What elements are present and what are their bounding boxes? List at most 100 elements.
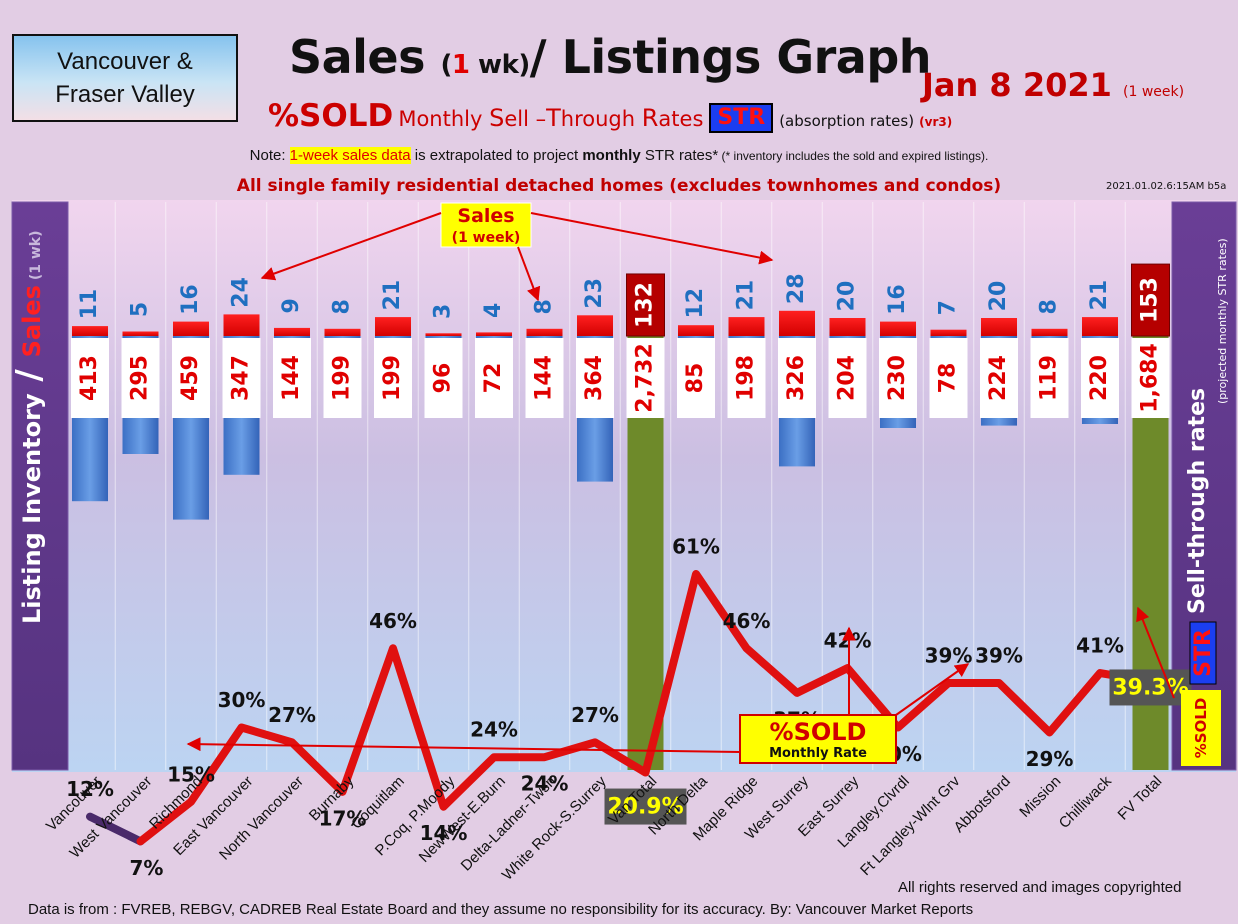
str-label: 7% (130, 856, 164, 880)
sales-label: 132 (633, 282, 658, 328)
inventory-label-bg (71, 338, 109, 418)
str-badge: STR (709, 103, 774, 133)
str-label: 17% (319, 806, 367, 830)
inventory-label: 230 (885, 355, 910, 401)
inventory-label-bg (576, 338, 614, 418)
sales-bar (122, 331, 159, 336)
sales-label: 20 (986, 281, 1011, 312)
inventory-label-bg (222, 338, 261, 418)
title-main: Sales (288, 30, 441, 84)
str-label: 39% (975, 643, 1023, 667)
right-sold-bg (1181, 690, 1221, 766)
str-label: 46% (723, 609, 771, 633)
sales-label: 5 (128, 302, 153, 317)
str-line (136, 570, 1155, 846)
sales-bar (1082, 317, 1118, 336)
inventory-label-bg (1081, 338, 1119, 418)
str-hrough: hrough (560, 107, 642, 131)
sales-arrow (517, 246, 541, 302)
sales-bar (324, 328, 361, 336)
str-ates: ates (658, 107, 704, 131)
inventory-label: 326 (784, 355, 809, 401)
inventory-label-bg (778, 338, 816, 418)
inventory-label: 364 (582, 355, 607, 401)
inventory-label: 199 (330, 355, 355, 401)
timestamp: 2021.01.02.6:15AM b5a (1106, 181, 1227, 192)
inventory-label: 119 (1037, 355, 1062, 401)
vertical-gridlines (64, 202, 1177, 770)
sales-label: 24 (229, 277, 254, 308)
sales-bar (1031, 328, 1068, 336)
inventory-label: 295 (128, 355, 153, 401)
str-label: 24% (470, 718, 518, 742)
right-str-badge-bg (1189, 621, 1217, 685)
report-date: Jan 8 2021 (1 week) (922, 66, 1184, 104)
sales-arrow (530, 212, 774, 265)
source-note: Data is from : FVREB, REBGV, CADREB Real… (28, 901, 974, 918)
sales-label: 8 (330, 299, 355, 314)
str-s: S (489, 104, 505, 132)
left-axis-inventory: Listing Inventory (18, 393, 46, 624)
sales-bar (626, 273, 665, 337)
sales-arrow (260, 212, 442, 281)
inventory-label: 78 (936, 363, 961, 394)
sales-label: 23 (582, 278, 607, 309)
title-one: 1 (451, 50, 470, 80)
rights-note: All rights reserved and images copyright… (898, 879, 1182, 896)
sold-callout-title: %SOLD (770, 718, 867, 746)
inventory-label-bg (677, 338, 715, 418)
left-axis-band (11, 201, 69, 771)
absorption-text: (absorption rates) (779, 112, 915, 130)
inventory-label-bg (475, 338, 513, 418)
inventory-label: 85 (683, 363, 708, 394)
note-bold: monthly (582, 147, 641, 164)
sales-bar (678, 325, 714, 336)
sales-bar (577, 315, 613, 336)
note-highlight: 1-week sales data (289, 147, 411, 164)
note-mid: is extrapolated to project (410, 147, 583, 164)
sold-label: %SOLD (268, 98, 394, 134)
left-axis-slash: / (9, 357, 49, 393)
detached-note: All single family residential detached h… (236, 176, 1002, 196)
inventory-label-bg (929, 338, 968, 418)
str-t: T (546, 104, 561, 132)
sales-label: 4 (481, 303, 506, 318)
inventory-label-bg (121, 338, 160, 418)
sales-bar (1131, 263, 1170, 337)
sales-callout-box (440, 202, 532, 248)
inventory-label: 1,684 (1138, 343, 1163, 413)
inventory-label-bg (980, 338, 1018, 418)
inventory-label-bg (374, 338, 412, 418)
sales-label: 16 (178, 284, 203, 315)
sales-bar (981, 318, 1017, 336)
sales-bar (829, 318, 866, 336)
right-str-badge: STR (1191, 629, 1216, 677)
title-rest: / Listings Graph (529, 30, 932, 84)
sales-label: 8 (532, 299, 557, 314)
sales-callout-title: Sales (457, 205, 514, 227)
page-title: Sales (1 wk)/ Listings Graph (260, 30, 960, 84)
version-tag: (vr3) (919, 115, 953, 129)
sales-label: 12 (683, 288, 708, 319)
inventory-label: 224 (986, 355, 1011, 401)
sales-bar (779, 310, 815, 336)
note-prefix: Note: (249, 147, 290, 164)
inventory-label: 198 (734, 355, 759, 401)
left-axis-wk: (1 wk) (28, 231, 44, 286)
str-r: R (641, 104, 659, 132)
sold-callout-box (739, 714, 897, 764)
sales-bar (880, 321, 916, 336)
date-note: (1 week) (1123, 84, 1185, 100)
str-label: 12% (66, 777, 114, 801)
sales-label: 21 (380, 280, 405, 311)
note-line: Note: 1-week sales data is extrapolated … (0, 147, 1238, 164)
right-axis-sub: (projected monthly STR rates) (1216, 238, 1229, 404)
x-tick-label: Ft Langley-Wlnt Grv (857, 772, 964, 879)
inventory-label-bg (626, 338, 665, 418)
note-footnote: (* inventory includes the sold and expir… (718, 149, 989, 163)
sales-label: 21 (1087, 280, 1112, 311)
title-paren: ( (440, 50, 453, 80)
sales-bar (930, 329, 967, 336)
inventory-label-bg (323, 338, 362, 418)
sales-label: 3 (431, 304, 456, 319)
